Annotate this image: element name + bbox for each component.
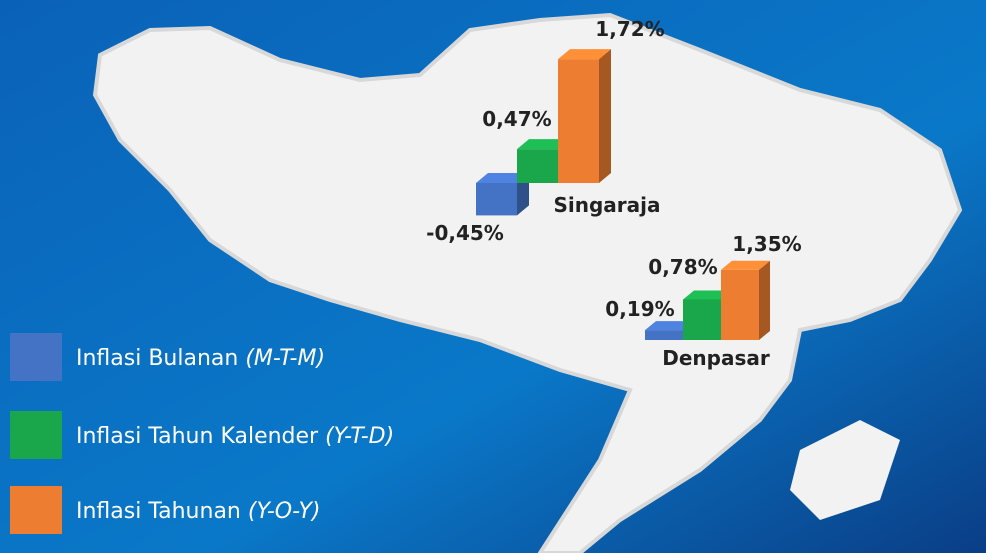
bar-top: [645, 321, 694, 331]
bars: -0,45% 0,47% 1,72% Singaraja 0,19% 0,78% 1,35%…: [426, 17, 802, 370]
bar-top: [558, 49, 611, 60]
value-label: 0,78%: [648, 255, 717, 279]
value-label: 0,19%: [605, 297, 674, 321]
bar-front: [721, 269, 759, 340]
bar-side: [599, 49, 611, 183]
island: [790, 420, 900, 520]
legend-swatch: [10, 411, 62, 459]
bar-top: [517, 139, 570, 150]
legend-label: Inflasi Bulanan (M-T-M): [76, 346, 325, 371]
category-label: Denpasar: [662, 346, 770, 370]
bar-top: [476, 173, 529, 183]
legend-swatch: [10, 333, 62, 381]
value-label: -0,45%: [426, 221, 504, 245]
bar-front: [476, 183, 517, 216]
bar-top: [683, 290, 732, 300]
bar: [721, 260, 770, 340]
legend-label: Inflasi Tahun Kalender (Y-T-D): [76, 424, 394, 449]
bar-top: [721, 260, 770, 270]
bar: [558, 49, 611, 183]
bali-map: [92, 12, 963, 553]
legend-label: Inflasi Tahunan (Y-O-Y): [76, 499, 320, 524]
value-label: 1,72%: [595, 17, 664, 41]
bar-front: [683, 299, 721, 340]
bar-front: [558, 59, 599, 183]
category-label: Singaraja: [553, 193, 660, 217]
value-label: 0,47%: [482, 107, 551, 131]
bar-front: [517, 149, 558, 183]
legend: Inflasi Bulanan (M-T-M) Inflasi Tahun Kal…: [10, 333, 394, 534]
bar-side: [517, 173, 529, 216]
bar-front: [645, 330, 683, 340]
bar: [476, 173, 529, 216]
value-label: 1,35%: [732, 232, 801, 256]
bar-side: [759, 260, 770, 340]
legend-swatch: [10, 486, 62, 534]
